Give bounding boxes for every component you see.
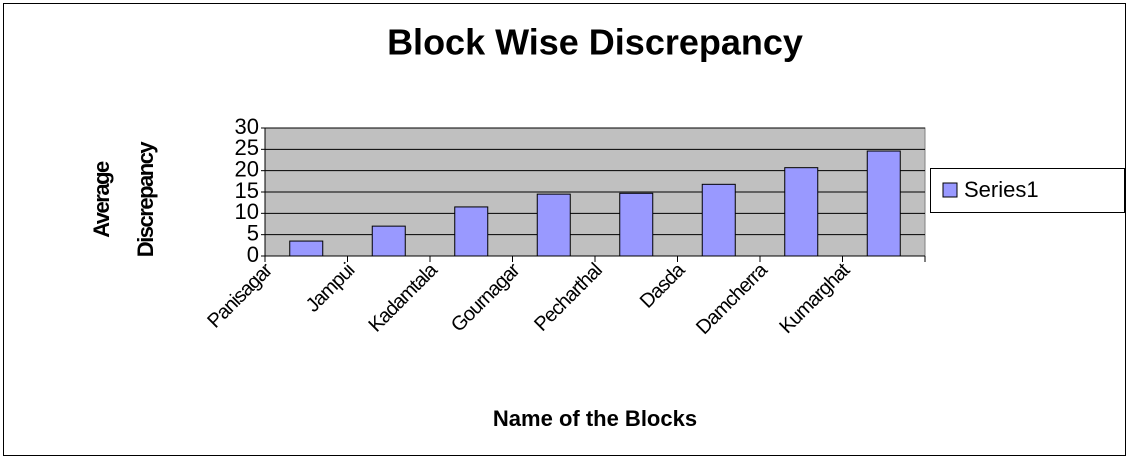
y-tick-label: 15 xyxy=(235,178,259,203)
y-tick-label: 0 xyxy=(247,242,259,267)
bar xyxy=(454,206,489,257)
y-axis-title: Average Discrepancy xyxy=(89,142,158,258)
y-tick-label: 20 xyxy=(235,156,259,181)
chart-title: Block Wise Discrepancy xyxy=(387,22,803,63)
y-tick-label: 30 xyxy=(235,114,259,139)
bar xyxy=(536,193,571,257)
bar xyxy=(866,150,901,257)
bar xyxy=(371,225,406,257)
legend-swatch xyxy=(942,182,958,198)
bar xyxy=(701,183,736,257)
bar xyxy=(289,240,324,257)
x-axis-title: Name of the Blocks xyxy=(493,406,697,431)
bar xyxy=(784,167,819,257)
bar xyxy=(619,192,654,257)
legend-label: Series1 xyxy=(964,177,1039,202)
legend-box xyxy=(930,168,1125,213)
y-tick-label: 25 xyxy=(235,135,259,160)
y-tick-label: 5 xyxy=(247,220,259,245)
y-tick-label: 10 xyxy=(235,199,259,224)
